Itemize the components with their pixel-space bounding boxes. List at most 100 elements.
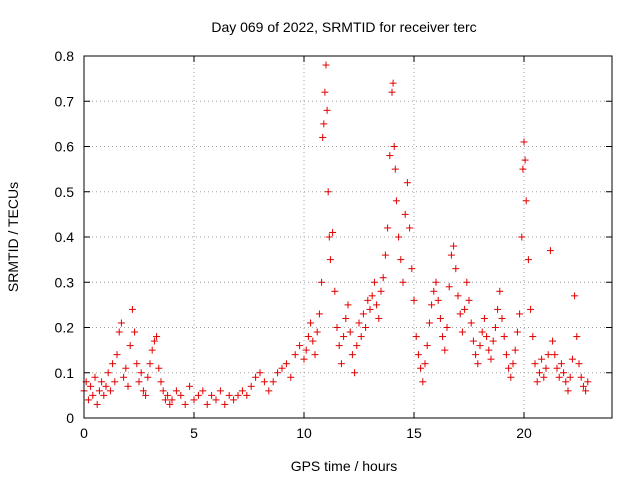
data-point [529,333,537,341]
data-point [430,287,438,295]
data-point [190,396,198,404]
data-point [247,382,255,390]
data-point [139,387,147,395]
data-point [155,364,163,372]
data-point [450,242,458,250]
data-point [476,342,484,350]
data-point [540,373,548,381]
data-point [469,337,477,345]
data-point [353,342,361,350]
data-point [216,387,224,395]
data-point [159,387,167,395]
data-point [368,292,376,300]
data-point [516,310,524,318]
data-point [355,319,363,327]
data-point [342,314,350,322]
data-point [212,396,220,404]
data-point [577,373,585,381]
data-point [465,296,473,304]
data-point [463,278,471,286]
data-point [142,391,150,399]
data-point [491,324,499,331]
data-point [421,360,429,368]
data-point [359,310,367,318]
data-point [419,378,427,386]
grid [84,56,612,418]
data-point [111,378,119,386]
data-point [274,369,282,377]
data-point [364,296,372,304]
data-point [555,373,563,381]
data-point [579,382,587,390]
data-point [194,391,202,399]
data-point [546,247,554,255]
data-point [307,319,315,327]
data-point [487,355,495,363]
data-point [177,391,185,399]
data-point [432,278,440,286]
data-point [472,351,480,359]
data-point [126,342,134,350]
data-point [153,333,161,341]
data-point [575,360,583,368]
data-point [93,400,101,408]
data-point [135,378,143,386]
data-point [544,351,552,359]
data-point [520,138,528,146]
data-point [445,283,453,291]
data-point [89,391,97,399]
data-point [131,328,139,336]
data-point [521,156,529,164]
data-point [115,328,123,336]
data-point [436,314,444,322]
data-point [408,265,416,273]
data-point [456,310,464,318]
data-point [144,373,152,381]
data-point [454,292,462,300]
data-point [168,396,176,404]
data-point [489,337,497,345]
data-point [348,351,356,359]
data-point [87,382,95,390]
data-point [117,319,125,327]
data-point [296,342,304,350]
data-point [480,314,488,322]
data-point [329,228,337,236]
data-point [287,373,295,381]
data-point [344,301,352,309]
data-point [300,355,308,363]
data-point [519,165,527,173]
data-point [527,305,535,313]
data-point [291,351,299,359]
data-point [265,387,273,395]
data-point [326,256,334,264]
data-point [513,328,521,336]
data-point [221,400,229,408]
y-tick-label: 0.5 [55,184,75,200]
data-point [410,296,418,304]
data-point [322,61,330,69]
data-point [373,301,381,309]
y-tick-label: 0.3 [55,274,75,290]
data-point [377,287,385,295]
data-point [397,256,405,264]
data-point [150,337,158,345]
data-point [551,351,559,359]
data-point [498,314,506,322]
data-point [203,400,211,408]
data-point [379,274,387,282]
data-point [381,251,389,259]
data-point [417,364,425,372]
data-point [478,328,486,336]
data-point [181,400,189,408]
data-point [320,120,328,128]
data-point [346,328,354,336]
data-point [533,378,541,386]
data-point [157,378,165,386]
data-point [311,351,319,359]
x-tick-label: 0 [80,425,88,441]
data-point [564,387,572,395]
data-point [401,210,409,218]
y-tick-label: 0.1 [55,365,75,381]
data-point [535,369,543,377]
